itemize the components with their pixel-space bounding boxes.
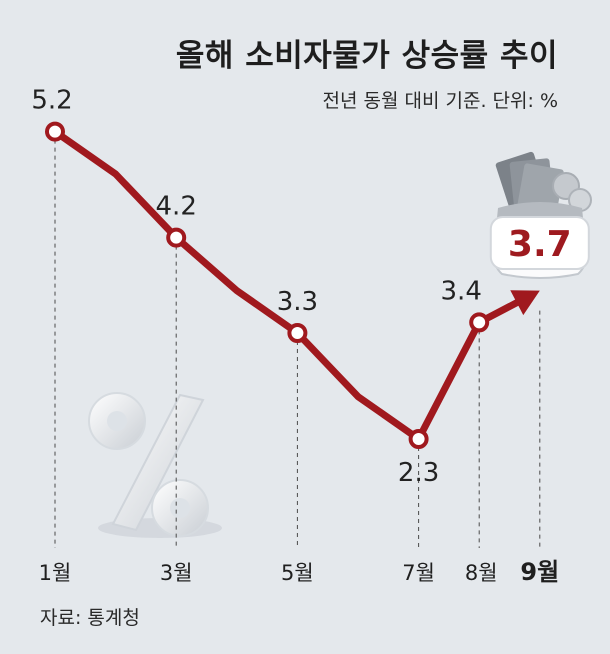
- chart-subtitle: 전년 동월 대비 기준. 단위: %: [322, 90, 559, 112]
- data-point-5: [287, 323, 308, 343]
- data-label-1: 5.2: [31, 86, 72, 116]
- data-point-1: [45, 121, 65, 142]
- data-label-8: 3.4: [441, 276, 482, 306]
- data-label-3: 4.2: [156, 192, 197, 222]
- data-label-7: 2.3: [398, 458, 439, 488]
- highlight-value-box: [489, 216, 590, 270]
- x-tick-label-8: 8월: [465, 561, 498, 585]
- chart-title: 올해 소비자물가 상승률 추이: [175, 38, 558, 74]
- data-label-9: 3.7: [508, 224, 572, 265]
- data-point-8: [469, 312, 490, 333]
- x-tick-label-3: 3월: [160, 561, 193, 585]
- data-point-3: [166, 227, 187, 248]
- data-label-5: 3.3: [277, 287, 318, 317]
- drop-lines: [54, 131, 541, 548]
- source-note: 자료: 통계청: [40, 607, 140, 629]
- x-axis-ticks: 1월 3월 5월 7월 8월 9월: [39, 558, 560, 586]
- data-labels: 5.2 4.2 3.3 2.3 3.4 3.7: [31, 86, 590, 488]
- x-tick-label-7: 7월: [402, 561, 435, 585]
- x-tick-label-5: 5월: [281, 561, 314, 585]
- percent-sign-icon: [88, 392, 222, 538]
- x-tick-label-9: 9월: [520, 558, 559, 586]
- data-points: [45, 121, 490, 449]
- trend-arrowhead: [510, 290, 540, 316]
- x-tick-label-1: 1월: [39, 561, 72, 585]
- data-point-7: [408, 429, 429, 449]
